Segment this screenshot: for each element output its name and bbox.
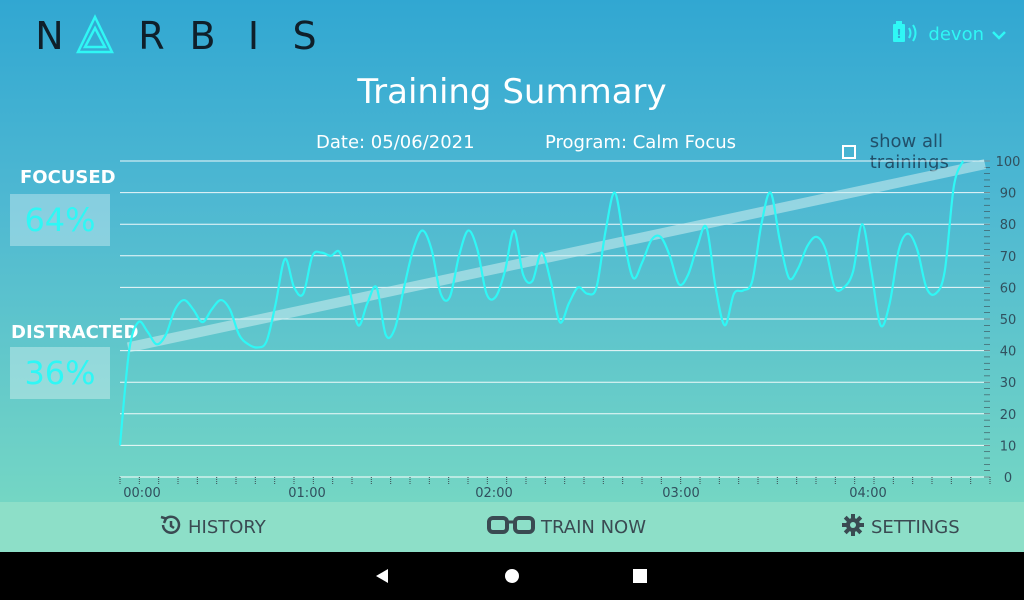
y-tick-label: 40 xyxy=(1000,345,1017,360)
app-background: N R B I S ! devon Training Summary Da xyxy=(0,0,1024,502)
focused-value: 64% xyxy=(10,194,110,246)
logo-letter: N xyxy=(35,14,64,58)
bottom-nav: HISTORY TRAIN NOW xyxy=(0,502,1024,552)
narbis-logo: N R B I S xyxy=(24,14,330,58)
user-menu[interactable]: ! devon xyxy=(892,20,1006,49)
recents-button[interactable] xyxy=(620,552,660,600)
distracted-label: DISTRACTED xyxy=(11,322,139,343)
train-now-label: TRAIN NOW xyxy=(541,516,647,538)
logo-letter: S xyxy=(292,14,317,58)
back-icon xyxy=(376,569,388,583)
back-button[interactable] xyxy=(362,552,402,600)
logo-letter: R xyxy=(138,14,165,58)
y-tick-label: 100 xyxy=(996,155,1021,170)
logo-letter: B xyxy=(189,14,216,58)
y-tick-label: 70 xyxy=(1000,250,1017,265)
distracted-value: 36% xyxy=(10,347,110,399)
y-tick-label: 10 xyxy=(1000,439,1017,454)
svg-text:!: ! xyxy=(897,27,902,41)
x-tick-label: 00:00 xyxy=(123,486,160,500)
history-icon xyxy=(158,513,182,542)
training-program: Program: Calm Focus xyxy=(545,132,736,153)
y-tick-label: 60 xyxy=(1000,281,1017,296)
logo-letter: I xyxy=(247,14,260,58)
x-tick-label: 03:00 xyxy=(662,486,699,500)
home-button[interactable] xyxy=(492,552,532,600)
battery-signal-icon: ! xyxy=(892,20,920,49)
android-system-bar xyxy=(0,552,1024,600)
x-tick-label: 04:00 xyxy=(849,486,886,500)
chevron-down-icon xyxy=(992,24,1006,45)
show-all-label: show all trainings xyxy=(869,131,949,173)
y-tick-label: 80 xyxy=(1000,218,1017,233)
username: devon xyxy=(928,24,984,45)
focus-series-line xyxy=(118,160,965,446)
gear-icon xyxy=(841,513,865,542)
x-tick-label: 01:00 xyxy=(288,486,325,500)
logo-triangle xyxy=(75,14,126,58)
y-tick-label: 30 xyxy=(1000,376,1017,391)
glasses-icon xyxy=(487,514,535,541)
train-now-button[interactable]: TRAIN NOW xyxy=(487,502,646,552)
home-icon xyxy=(505,569,519,583)
history-label: HISTORY xyxy=(188,516,266,538)
show-all-trainings-toggle[interactable]: show all trainings xyxy=(842,131,1024,173)
settings-button[interactable]: SETTINGS xyxy=(841,502,960,552)
checkbox[interactable] xyxy=(842,145,856,159)
settings-label: SETTINGS xyxy=(871,516,960,538)
y-tick-label: 0 xyxy=(1004,471,1012,486)
recents-icon xyxy=(633,569,647,583)
y-tick-label: 20 xyxy=(1000,408,1017,423)
trend-line xyxy=(126,159,987,353)
y-tick-label: 50 xyxy=(1000,313,1017,328)
x-tick-label: 02:00 xyxy=(475,486,512,500)
history-button[interactable]: HISTORY xyxy=(158,502,266,552)
focused-label: FOCUSED xyxy=(20,167,116,188)
training-date: Date: 05/06/2021 xyxy=(316,132,475,153)
page-title: Training Summary xyxy=(357,72,667,112)
y-tick-label: 90 xyxy=(1000,187,1017,202)
